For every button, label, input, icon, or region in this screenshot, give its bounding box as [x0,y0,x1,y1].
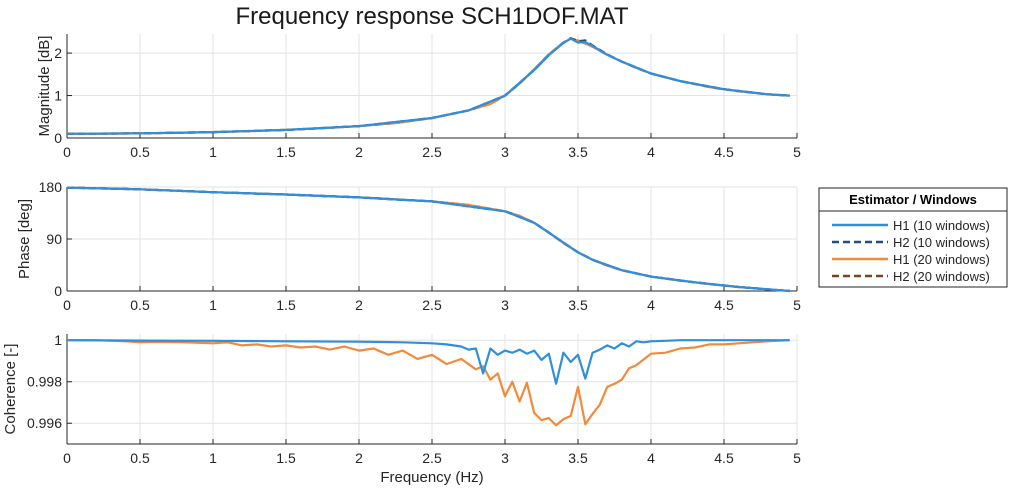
coherence-x-tick-label-6: 3 [501,450,509,466]
phase-x-tick-label-7: 3.5 [568,297,588,313]
phase-y-axis-label: Phase [deg] [16,199,33,279]
coherence-x-tick-label-5: 2.5 [422,450,442,466]
phase-x-tick-label-10: 5 [793,297,801,313]
phase-y-tick-label-0: 0 [54,283,62,299]
coherence-x-tick-label-8: 4 [647,450,655,466]
legend-entry-2: H1 (20 windows) [893,252,990,267]
magnitude-y-tick-label-2: 2 [54,45,62,61]
magnitude-x-tick-label-0: 0 [63,144,71,160]
phase-x-tick-label-9: 4.5 [714,297,734,313]
coherence-x-tick-label-2: 1 [209,450,217,466]
coherence-x-tick-label-1: 0.5 [130,450,150,466]
coherence-y-tick-label-1: 0.998 [27,374,62,390]
phase-x-tick-label-6: 3 [501,297,509,313]
coherence-x-tick-label-10: 5 [793,450,801,466]
phase-x-tick-label-4: 2 [355,297,363,313]
coherence-x-tick-label-3: 1.5 [276,450,296,466]
magnitude-y-axis-label: Magnitude [dB] [36,36,53,137]
phase-x-tick-label-3: 1.5 [276,297,296,313]
phase-y-tick-label-2: 180 [39,179,63,195]
legend-title: Estimator / Windows [849,192,977,207]
phase-x-tick-label-8: 4 [647,297,655,313]
coherence-y-tick-label-2: 1 [54,332,62,348]
coherence-x-tick-label-4: 2 [355,450,363,466]
magnitude-x-tick-label-1: 0.5 [130,144,150,160]
magnitude-y-tick-label-1: 1 [54,88,62,104]
phase-y-tick-label-1: 90 [46,231,62,247]
legend-entry-3: H2 (20 windows) [893,269,990,284]
phase-panel: 0 0.5 1 1.5 2 2.5 3 3.5 4 4.5 5 0 90 180 Phase [deg] [16,179,801,313]
legend-box [818,187,1008,288]
coherence-x-tick-label-0: 0 [63,450,71,466]
coherence-series-h1-10-windows [66,339,790,385]
chart-title: Frequency response SCH1DOF.MAT [235,3,628,30]
magnitude-x-tick-label-6: 3 [501,144,509,160]
magnitude-x-tick-label-5: 2.5 [422,144,442,160]
legend-entry-0: H1 (10 windows) [893,218,990,233]
phase-series-h1-10-windows [66,186,790,293]
magnitude-x-tick-label-2: 1 [209,144,217,160]
legend-entry-1: H2 (10 windows) [893,235,990,250]
phase-x-tick-label-1: 0.5 [130,297,150,313]
magnitude-x-tick-label-4: 2 [355,144,363,160]
coherence-x-tick-label-7: 3.5 [568,450,588,466]
phase-x-tick-label-0: 0 [63,297,71,313]
coherence-y-axis-label: Coherence [-] [2,344,19,435]
coherence-panel: 0 0.5 1 1.5 2 2.5 3 3.5 4 4.5 5 0.996 0.998 1 Coherenc… [2,332,801,466]
phase-x-tick-label-5: 2.5 [422,297,442,313]
magnitude-series-h1-10-windows [66,37,790,135]
coherence-series-h1-20-windows [67,339,790,427]
magnitude-x-tick-label-3: 1.5 [276,144,296,160]
legend: Estimator / Windows H1 (10 windows) H2 (1… [818,187,1008,288]
magnitude-x-tick-label-7: 3.5 [568,144,588,160]
coherence-x-tick-label-9: 4.5 [714,450,734,466]
coherence-y-tick-label-0: 0.996 [27,415,62,431]
magnitude-x-tick-label-9: 4.5 [714,144,734,160]
phase-x-tick-label-2: 1 [209,297,217,313]
magnitude-x-tick-label-10: 5 [793,144,801,160]
x-axis-label: Frequency (Hz) [380,469,483,486]
magnitude-x-tick-label-8: 4 [647,144,655,160]
magnitude-y-tick-label-0: 0 [54,130,62,146]
